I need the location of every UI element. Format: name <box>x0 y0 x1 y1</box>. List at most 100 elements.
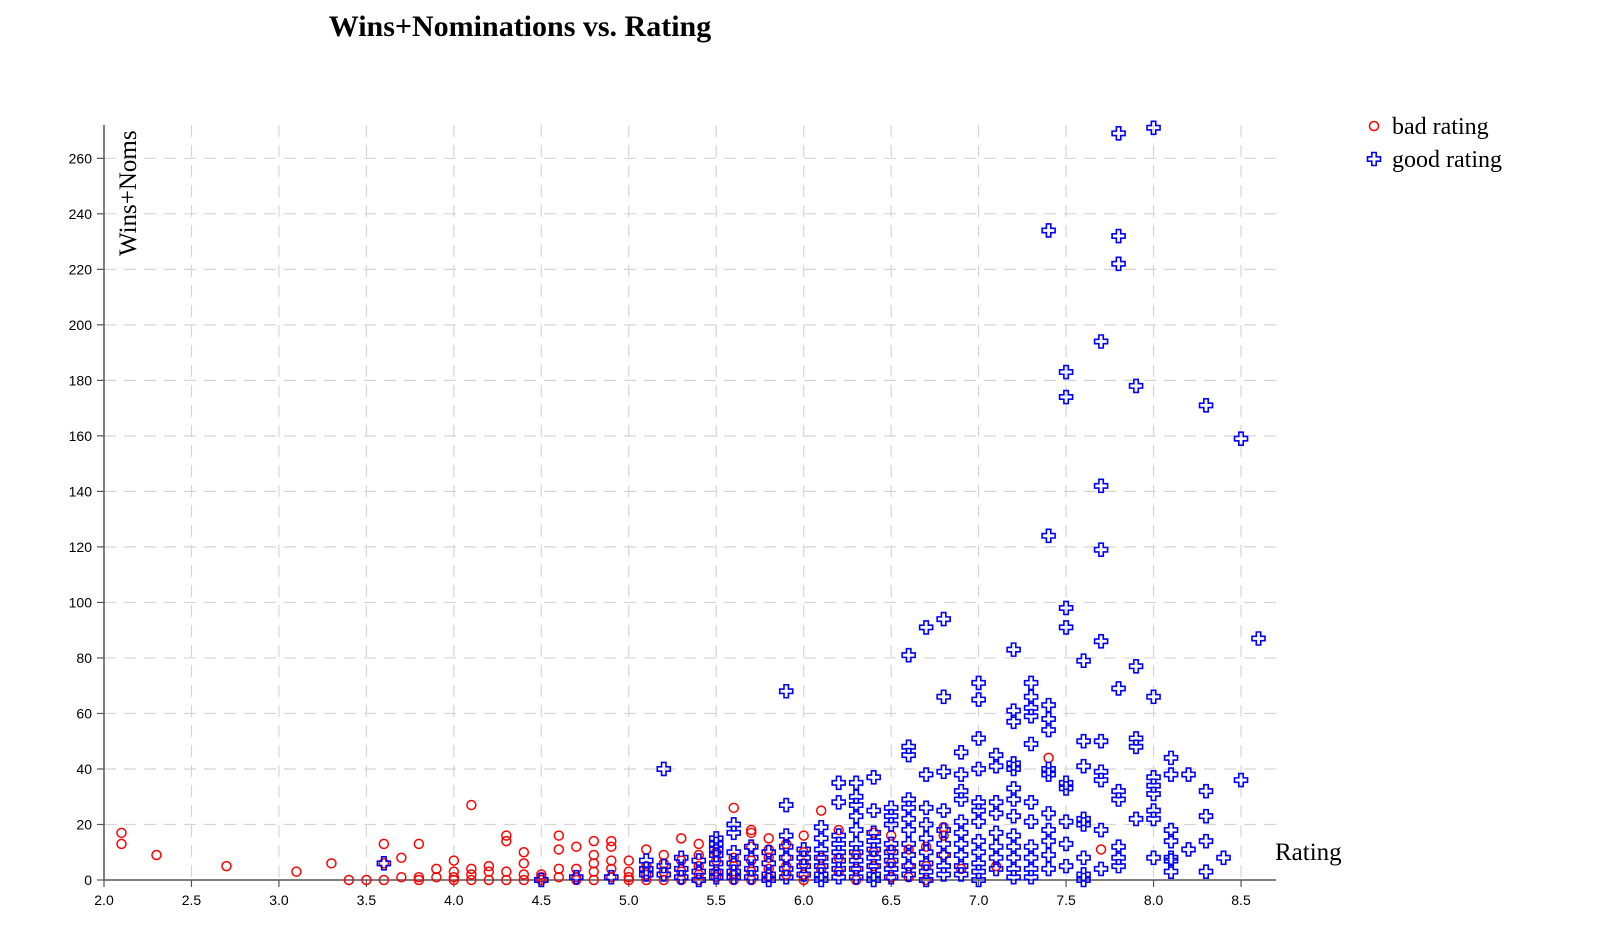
bad-rating-point <box>763 852 774 864</box>
good-rating-point <box>866 872 881 888</box>
good-rating-point <box>918 620 934 635</box>
bad-rating-point <box>641 869 652 880</box>
good-rating-point <box>848 836 864 852</box>
good-rating-point <box>1093 633 1109 649</box>
bad-rating-point <box>868 827 879 839</box>
good-rating-point <box>1198 783 1214 799</box>
good-rating-point <box>831 775 846 791</box>
good-rating-point <box>1076 758 1091 774</box>
good-rating-point <box>726 864 742 879</box>
bad-rating-point <box>396 852 407 864</box>
bad-rating-point <box>850 863 862 875</box>
bad-rating-point <box>728 802 739 814</box>
bad-rating-point <box>745 841 757 852</box>
good-rating-point <box>1006 869 1021 885</box>
good-rating-point <box>726 869 742 885</box>
y-tick-label: 240 <box>69 206 93 222</box>
good-rating-point <box>1041 223 1056 238</box>
bad-rating-point <box>606 871 617 883</box>
bad-rating-point <box>641 844 652 855</box>
good-rating-point <box>1251 631 1266 646</box>
bad-rating-point <box>466 799 477 811</box>
bad-rating-point <box>710 866 722 877</box>
good-rating-point <box>1041 528 1056 544</box>
bad-rating-point <box>536 869 547 880</box>
good-rating-point <box>988 806 1004 821</box>
good-rating-point <box>1006 714 1021 730</box>
good-rating-point <box>988 758 1004 774</box>
good-rating-point <box>901 867 916 882</box>
bad-rating-point <box>710 871 722 883</box>
good-rating-point <box>1041 806 1056 821</box>
y-tick-label: 160 <box>69 428 93 444</box>
good-rating-point <box>971 675 986 691</box>
good-rating-point <box>848 869 864 885</box>
good-rating-point <box>901 647 916 663</box>
good-rating-point <box>918 767 934 782</box>
bad-rating-point <box>798 874 809 886</box>
good-rating-point <box>1023 675 1039 691</box>
good-rating-point <box>1111 228 1126 244</box>
good-rating-point <box>708 869 724 885</box>
x-tick-label: 8.0 <box>1144 892 1164 908</box>
good-rating-point <box>918 817 934 832</box>
good-rating-point <box>1111 792 1126 807</box>
good-rating-point <box>866 867 881 882</box>
bad-rating-point <box>571 871 582 883</box>
x-axis-label: Rating <box>1275 839 1342 866</box>
good-rating-point <box>1076 733 1091 749</box>
x-tick-label: 2.0 <box>94 892 114 908</box>
good-rating-point <box>1023 708 1039 724</box>
bad-rating-point <box>920 841 932 852</box>
good-rating-point <box>1163 864 1179 879</box>
good-rating-point <box>778 683 794 699</box>
legend-label: bad rating <box>1392 114 1489 140</box>
good-rating-point <box>1023 869 1039 885</box>
good-rating-point <box>1128 378 1144 394</box>
bad-rating-point <box>798 869 809 880</box>
good-rating-point <box>901 739 916 755</box>
bad-rating-point <box>518 858 530 869</box>
bad-rating-point <box>536 874 547 886</box>
good-rating-point <box>866 803 881 818</box>
good-rating-point <box>1041 767 1056 782</box>
bad-rating-point <box>606 841 617 852</box>
good-rating-point <box>568 869 584 885</box>
y-tick-label: 60 <box>76 705 92 721</box>
x-tick-label: 3.0 <box>269 892 289 908</box>
good-rating-point <box>376 856 392 871</box>
grid-lines <box>104 125 1276 880</box>
good-rating-point <box>1093 334 1109 349</box>
bad-rating-point <box>745 827 757 839</box>
good-rating-point <box>988 861 1004 877</box>
bad-rating-point <box>116 838 127 850</box>
good-rating-point <box>988 825 1004 841</box>
good-rating-point <box>1093 478 1109 494</box>
bad-rating-point <box>448 871 460 883</box>
bad-rating-point <box>903 844 914 855</box>
bad-rating-point <box>815 805 827 816</box>
y-tick-label: 80 <box>76 650 92 666</box>
good-rating-point <box>1006 761 1021 777</box>
good-rating-point <box>1111 783 1126 799</box>
good-rating-point <box>971 872 986 888</box>
good-rating-point <box>1076 817 1091 832</box>
x-tick-label: 3.5 <box>357 892 377 908</box>
good-rating-point <box>813 867 829 882</box>
good-rating-point <box>953 867 969 882</box>
bad-rating-point <box>448 874 460 886</box>
good-rating-point <box>1146 120 1161 136</box>
bad-rating-point <box>571 841 582 852</box>
good-rating-point <box>1146 689 1161 705</box>
bad-rating-point <box>116 827 127 839</box>
x-tick-label: 6.0 <box>794 892 814 908</box>
good-rating-point <box>1198 808 1214 824</box>
good-rating-point <box>831 869 846 885</box>
good-rating-point <box>1076 867 1091 882</box>
bad-rating-point <box>518 846 530 858</box>
good-rating-point <box>1006 756 1021 771</box>
good-rating-point <box>1163 767 1179 782</box>
y-tick-label: 20 <box>76 816 92 832</box>
good-rating-point <box>1146 811 1161 827</box>
